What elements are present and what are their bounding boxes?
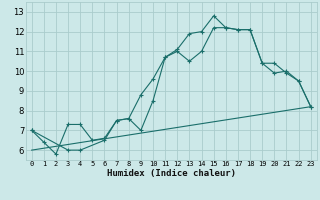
X-axis label: Humidex (Indice chaleur): Humidex (Indice chaleur)	[107, 169, 236, 178]
